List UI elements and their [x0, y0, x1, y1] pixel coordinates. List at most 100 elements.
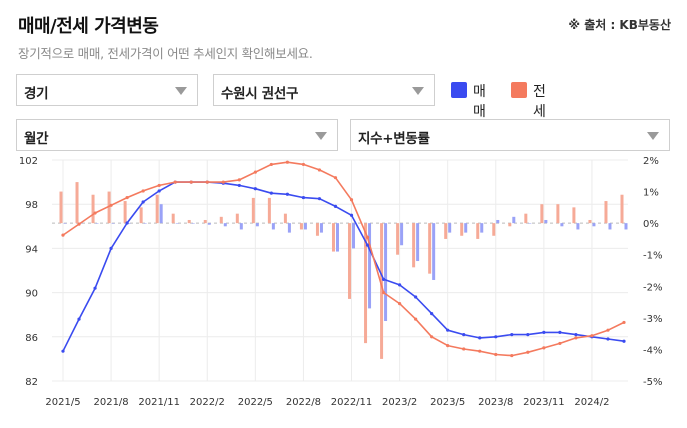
sale-change-bar — [624, 223, 628, 230]
jeonse-change-bar — [524, 213, 528, 224]
sale-change-bar — [544, 219, 548, 224]
x-tick-label: 2023/5 — [430, 397, 465, 408]
y-right-tick-label: 0% — [643, 219, 659, 230]
sale-change-bar — [416, 223, 420, 262]
period-select[interactable]: 월간 — [16, 119, 338, 151]
y-right-tick-label: -4% — [643, 345, 662, 356]
jeonse-change-bar — [235, 213, 239, 224]
sale-index-point — [606, 337, 610, 341]
jeonse-change-bar — [123, 201, 127, 224]
jeonse-index-point — [237, 178, 241, 182]
jeonse-change-bar — [203, 219, 207, 224]
jeonse-index-point — [141, 189, 145, 193]
jeonse-change-bar — [91, 194, 95, 224]
sale-change-bar — [95, 223, 99, 224]
sale-index-point — [237, 183, 241, 188]
jeonse-change-bar — [299, 223, 303, 230]
jeonse-change-bar — [155, 194, 159, 224]
sale-change-bar — [255, 223, 259, 227]
sale-index-point — [301, 195, 306, 200]
region-select[interactable]: 경기 — [16, 74, 198, 106]
x-tick-label: 2022/2 — [190, 397, 225, 408]
region-select-value: 경기 — [24, 86, 49, 102]
x-tick-label: 2021/8 — [93, 397, 128, 408]
jeonse-index-point — [526, 350, 530, 354]
jeonse-index-point — [574, 336, 578, 340]
jeonse-change-bar — [219, 216, 223, 224]
sale-change-bar — [191, 223, 195, 224]
sale-change-bar — [303, 223, 307, 230]
sale-change-bar — [175, 223, 179, 224]
sale-index-point — [61, 349, 65, 353]
jeonse-change-bar — [267, 197, 271, 224]
jeonse-change-bar — [588, 219, 592, 224]
sale-index-point — [77, 317, 81, 321]
jeonse-index-point — [622, 320, 626, 325]
jeonse-change-bar — [139, 207, 143, 224]
legend-sale-swatch — [451, 82, 467, 98]
sale-index-point — [622, 339, 626, 343]
district-select-value: 수원시 권선구 — [221, 86, 299, 102]
jeonse-index-point — [381, 291, 386, 295]
sale-index-point — [157, 189, 161, 193]
page-title: 매매/전세 가격변동 — [18, 16, 159, 37]
sale-change-bar — [63, 223, 67, 224]
sale-index-point — [446, 328, 450, 332]
jeonse-change-bar — [604, 201, 608, 224]
sale-change-bar — [400, 223, 404, 246]
y-right-tick-label: -3% — [643, 314, 662, 325]
jeonse-change-bar — [492, 223, 496, 236]
sale-change-bar — [448, 223, 452, 233]
jeonse-index-point — [446, 344, 450, 348]
sale-index-point — [542, 330, 546, 334]
y-left-tick-label: 86 — [25, 333, 38, 344]
legend-jeonse-swatch — [511, 82, 527, 98]
jeonse-index-point — [590, 334, 594, 338]
jeonse-index-point — [173, 180, 177, 184]
jeonse-change-bar — [251, 197, 255, 224]
sale-index-point — [253, 187, 257, 191]
sale-change-bar — [223, 223, 227, 227]
jeonse-index-point — [109, 203, 113, 207]
sale-index-point — [558, 330, 562, 334]
sale-change-bar — [608, 223, 612, 230]
jeonse-index-point — [365, 235, 370, 239]
jeonse-change-bar — [315, 223, 319, 236]
x-tick-label: 2023/2 — [382, 397, 417, 408]
sale-change-bar — [352, 223, 356, 249]
y-left-tick-label: 102 — [19, 156, 38, 167]
sale-index-point — [125, 221, 129, 225]
jeonse-index-point — [494, 352, 498, 357]
sale-index-point — [317, 197, 322, 201]
jeonse-change-bar — [412, 223, 416, 268]
y-left-tick-label: 94 — [25, 244, 38, 255]
metric-select[interactable]: 지수+변동률 — [350, 119, 670, 151]
x-tick-label: 2022/5 — [238, 397, 273, 408]
y-left-tick-label: 98 — [25, 200, 38, 211]
sale-change-bar — [576, 223, 580, 230]
jeonse-change-bar — [364, 223, 368, 344]
chevron-down-icon — [315, 132, 327, 140]
jeonse-change-bar — [476, 223, 480, 239]
jeonse-change-bar — [444, 223, 448, 239]
jeonse-change-bar — [428, 223, 432, 274]
district-select[interactable]: 수원시 권선구 — [213, 74, 435, 106]
jeonse-index-point — [542, 346, 546, 350]
jeonse-change-bar — [331, 223, 335, 252]
legend-sale-label: 매매 — [473, 84, 486, 120]
jeonse-change-bar — [540, 204, 544, 224]
x-tick-label: 2024/2 — [574, 397, 609, 408]
x-tick-label: 2022/8 — [286, 397, 321, 408]
sale-index-point — [414, 295, 418, 299]
sale-change-bar — [432, 223, 436, 280]
x-tick-label: 2023/8 — [478, 397, 513, 408]
jeonse-index-point — [510, 353, 514, 358]
jeonse-index-point — [125, 195, 129, 200]
jeonse-index-point — [349, 198, 354, 202]
sale-change-bar — [528, 223, 532, 224]
sale-index-point — [109, 246, 113, 250]
source-note: ※ 출처 : KB부동산 — [568, 18, 671, 32]
sale-index-point — [510, 332, 514, 337]
sale-index-point — [285, 192, 289, 196]
